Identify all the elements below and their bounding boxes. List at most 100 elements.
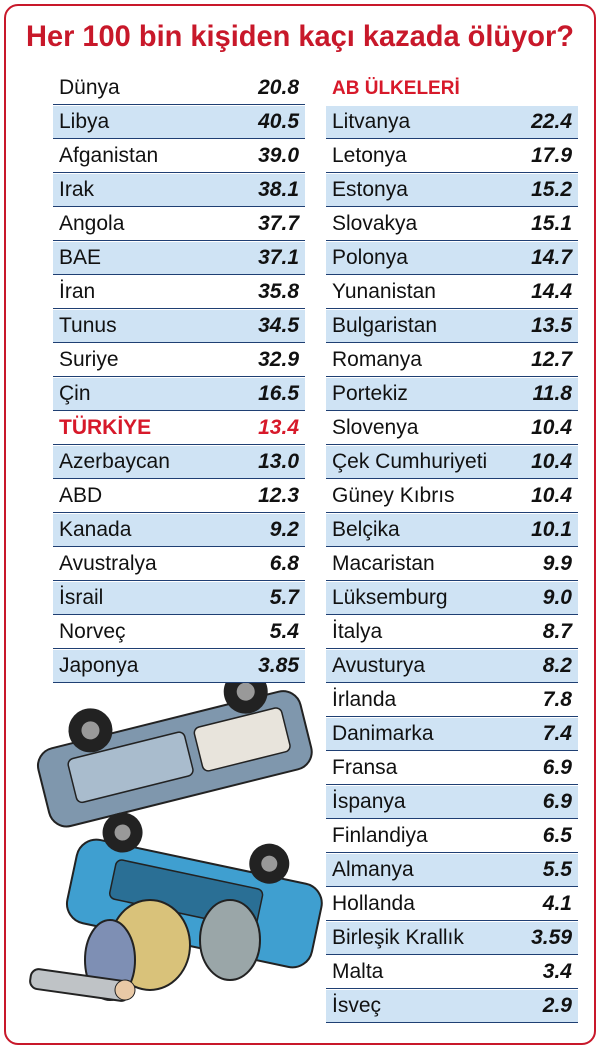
table-row: İsrail 5.7 [53, 582, 305, 615]
value: 15.2 [531, 178, 572, 201]
table-row: Çek Cumhuriyeti 10.4 [326, 446, 578, 479]
table-row: Hollanda 4.1 [326, 888, 578, 921]
table-row: Polonya 14.7 [326, 242, 578, 275]
country: Çin [59, 382, 91, 405]
table-row: ABD 12.3 [53, 480, 305, 513]
value: 13.4 [258, 416, 299, 439]
value: 2.9 [542, 994, 572, 1017]
table-row: Norveç 5.4 [53, 616, 305, 649]
country: Romanya [332, 348, 422, 371]
header-text: AB ÜLKELERİ [332, 77, 460, 99]
table-row: Avustralya 6.8 [53, 548, 305, 581]
table-row: Fransa 6.9 [326, 752, 578, 785]
table-row: Litvanya 22.4 [326, 106, 578, 139]
value: 12.3 [258, 484, 299, 507]
country: İtalya [332, 620, 383, 643]
value: 7.4 [542, 722, 572, 745]
table-row: Letonya 17.9 [326, 140, 578, 173]
value: 10.4 [531, 450, 572, 473]
value: 3.59 [531, 926, 572, 949]
country: Estonya [332, 178, 408, 201]
value: 13.5 [531, 314, 572, 337]
country: Libya [59, 110, 110, 133]
country: İran [59, 280, 96, 303]
table-row: İtalya 8.7 [326, 616, 578, 649]
value: 22.4 [531, 110, 572, 133]
value: 11.8 [532, 382, 572, 405]
table-row: Macaristan 9.9 [326, 548, 578, 581]
country: Afganistan [59, 144, 159, 167]
country: İrlanda [332, 688, 397, 711]
value: 37.7 [258, 212, 299, 235]
table-row: Güney Kıbrıs 10.4 [326, 480, 578, 513]
table-row: TÜRKİYE 13.4 [53, 412, 305, 445]
table-row: Suriye 32.9 [53, 344, 305, 377]
country: ABD [59, 484, 103, 507]
value: 10.4 [531, 416, 572, 439]
value: 16.5 [258, 382, 299, 405]
table-row: Angola 37.7 [53, 208, 305, 241]
table-row: Libya 40.5 [53, 106, 305, 139]
value: 5.7 [269, 586, 299, 609]
country: Belçika [332, 518, 400, 541]
table-row: Danimarka 7.4 [326, 718, 578, 751]
value: 8.7 [542, 620, 572, 643]
value: 39.0 [258, 144, 299, 167]
country: Slovakya [332, 212, 418, 235]
country: Danimarka [332, 722, 434, 745]
value: 6.8 [269, 552, 299, 575]
value: 34.5 [258, 314, 299, 337]
table-row: Malta 3.4 [326, 956, 578, 989]
value: 15.1 [531, 212, 572, 235]
table-row: Almanya 5.5 [326, 854, 578, 887]
table-row: Portekiz 11.8 [326, 378, 578, 411]
table-row: Tunus 34.5 [53, 310, 305, 343]
country: İspanya [332, 790, 406, 813]
value: 37.1 [258, 246, 299, 269]
country: Yunanistan [332, 280, 436, 303]
table-row: BAE 37.1 [53, 242, 305, 275]
table-row: Slovakya 15.1 [326, 208, 578, 241]
country: Macaristan [332, 552, 435, 575]
value: 38.1 [258, 178, 299, 201]
value: 3.4 [542, 960, 572, 983]
country: Almanya [332, 858, 414, 881]
table-row: İrlanda 7.8 [326, 684, 578, 717]
title: Her 100 bin kişiden kaçı kazada ölüyor? [26, 20, 574, 53]
value: 10.4 [531, 484, 572, 507]
table-row: İspanya 6.9 [326, 786, 578, 819]
value: 14.4 [531, 280, 572, 303]
country: Kanada [59, 518, 132, 541]
people [29, 899, 261, 1002]
table-row: Birleşik Krallık 3.59 [326, 922, 578, 955]
country: Portekiz [332, 382, 408, 405]
table-row: Slovenya 10.4 [326, 412, 578, 445]
country: Polonya [332, 246, 408, 269]
value: 17.9 [531, 144, 572, 167]
country: Letonya [332, 144, 407, 167]
value: 40.5 [258, 110, 299, 133]
country: Güney Kıbrıs [332, 484, 455, 507]
country: Finlandiya [332, 824, 428, 847]
country: TÜRKİYE [59, 416, 152, 439]
table-row: İran 35.8 [53, 276, 305, 309]
value: 9.0 [542, 586, 572, 609]
table-row: Irak 38.1 [53, 174, 305, 207]
value: 20.8 [258, 76, 299, 99]
value: 12.7 [531, 348, 572, 371]
value: 9.9 [542, 552, 572, 575]
country: Çek Cumhuriyeti [332, 450, 488, 473]
country: Birleşik Krallık [332, 926, 464, 949]
value: 32.9 [258, 348, 299, 371]
table-row: Kanada 9.2 [53, 514, 305, 547]
country: BAE [59, 246, 102, 269]
value: 7.8 [542, 688, 572, 711]
value: 5.4 [269, 620, 299, 643]
value: 3.85 [258, 654, 299, 677]
table-row: Japonya 3.85 [53, 650, 305, 683]
country: İsveç [332, 994, 382, 1017]
value: 8.2 [542, 654, 572, 677]
country: Bulgaristan [332, 314, 438, 337]
table-row: Finlandiya 6.5 [326, 820, 578, 853]
